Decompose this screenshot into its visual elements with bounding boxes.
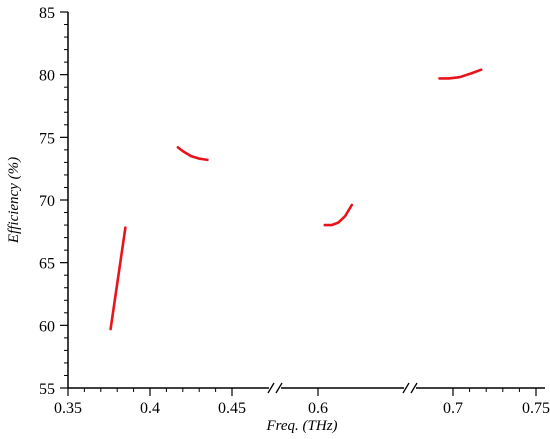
y-axis-title: Efficiency (%)	[6, 157, 22, 244]
efficiency-curve	[438, 68, 483, 80]
efficiency-curve	[109, 226, 127, 331]
axis-break-mark	[402, 381, 418, 395]
x-axis-title: Freq. (THz)	[265, 418, 337, 434]
y-tick-label: 75	[39, 130, 55, 147]
y-tick-label: 70	[39, 193, 55, 210]
y-ticks: 55 60 65 70 75 80 85	[39, 5, 68, 398]
x-tick-label: 0.7	[443, 400, 463, 417]
efficiency-curve	[323, 203, 354, 227]
axis-break-mark	[267, 381, 283, 395]
x-tick-label: 0.75	[522, 400, 550, 417]
series-group	[109, 68, 483, 331]
y-tick-label: 55	[39, 381, 55, 398]
x-tick-label: 0.45	[218, 400, 246, 417]
x-tick-label: 0.4	[140, 400, 160, 417]
axes	[67, 12, 545, 389]
axis-breaks	[267, 381, 418, 395]
y-tick-label: 60	[39, 318, 55, 335]
y-tick-label: 85	[39, 5, 55, 22]
x-tick-label: 0.6	[308, 400, 328, 417]
x-tick-label: 0.35	[54, 400, 82, 417]
y-tick-label: 80	[39, 68, 55, 85]
efficiency-curve	[176, 146, 209, 162]
y-tick-label: 65	[39, 256, 55, 273]
x-ticks: 0.35 0.4 0.45 0.6 0.7 0.75	[54, 388, 550, 417]
